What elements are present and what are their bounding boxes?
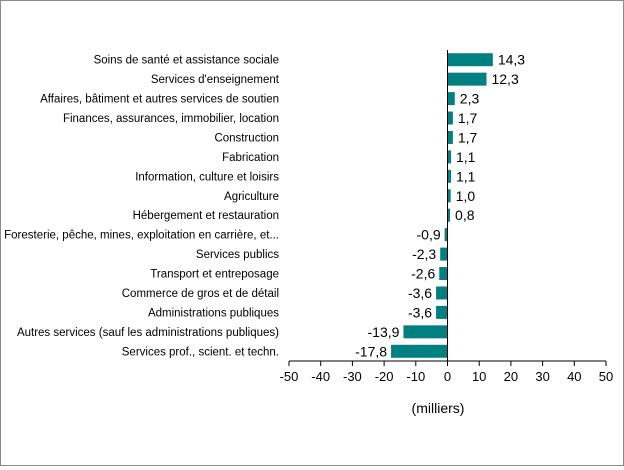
category-label: Services publics	[196, 249, 279, 261]
bar	[447, 72, 487, 86]
bar	[436, 305, 448, 319]
value-label: 0,8	[455, 207, 475, 223]
bar	[447, 150, 451, 164]
category-label: Fabrication	[222, 152, 279, 164]
category-label: Hébergement et restauration	[133, 210, 279, 222]
x-tick-label: 10	[472, 369, 486, 384]
category-label: Information, culture et loisirs	[135, 171, 279, 183]
category-label: Autres services (sauf les administration…	[17, 327, 279, 339]
value-label: -3,6	[408, 285, 432, 301]
bar	[447, 92, 455, 106]
value-label: 2,3	[460, 91, 480, 107]
value-label: -2,6	[411, 266, 435, 282]
value-label: -3,6	[408, 304, 432, 320]
value-label: 1,7	[458, 129, 478, 145]
category-label: Services prof., scient. et techn.	[122, 346, 279, 358]
value-label: 1,7	[458, 110, 478, 126]
category-label: Administrations publiques	[148, 307, 279, 319]
value-label: 12,3	[491, 71, 518, 87]
category-label: Foresterie, pêche, mines, exploitation e…	[4, 230, 279, 242]
value-label: 1,1	[456, 149, 476, 165]
bar	[444, 228, 448, 242]
value-labels: 14,3 12,3 2,3 1,7 1,7 1,1 1,1 1,0 0,8 -0,9 -2,3 -2,…	[355, 52, 525, 360]
value-label: -0,9	[417, 227, 441, 243]
category-label: Transport et entreposage	[150, 269, 279, 281]
value-label: 14,3	[498, 52, 525, 68]
bar	[439, 267, 448, 281]
value-label: 1,0	[456, 188, 476, 204]
bar	[447, 169, 451, 183]
bar	[447, 111, 453, 125]
x-tick-label: -20	[375, 369, 394, 384]
category-label: Affaires, bâtiment et autres services de…	[40, 94, 279, 106]
x-tick-label: -10	[406, 369, 425, 384]
x-tick-label: -50	[280, 369, 299, 384]
bars	[391, 53, 493, 358]
value-label: 1,1	[456, 168, 476, 184]
bar	[447, 130, 453, 144]
x-tick-label: -40	[311, 369, 330, 384]
x-tick-label: 50	[599, 369, 613, 384]
category-label: Agriculture	[224, 191, 279, 203]
bar	[403, 325, 448, 339]
category-label: Construction	[214, 132, 279, 144]
bar	[436, 286, 448, 300]
category-label: Soins de santé et assistance sociale	[94, 55, 279, 67]
category-label: Services d'enseignement	[151, 74, 280, 86]
x-tick-label: 0	[444, 369, 451, 384]
bar	[447, 208, 451, 222]
value-label: -13,9	[368, 324, 400, 340]
bar	[447, 53, 493, 67]
x-axis: -50 -40 -30 -20 -10 0 10 20 30 40 50	[280, 50, 613, 384]
category-label: Commerce de gros et de détail	[122, 288, 279, 300]
bar	[391, 344, 448, 358]
value-label: -2,3	[412, 246, 436, 262]
x-tick-label: -30	[343, 369, 362, 384]
x-tick-label: 40	[567, 369, 581, 384]
x-axis-title: (milliers)	[412, 400, 465, 416]
bar	[440, 247, 448, 261]
category-labels: Soins de santé et assistance sociale Serv…	[4, 55, 280, 359]
value-label: -17,8	[355, 343, 387, 359]
bar	[447, 189, 451, 203]
category-label: Finances, assurances, immobilier, locati…	[63, 113, 279, 125]
x-tick-label: 30	[535, 369, 549, 384]
x-tick-label: 20	[504, 369, 518, 384]
